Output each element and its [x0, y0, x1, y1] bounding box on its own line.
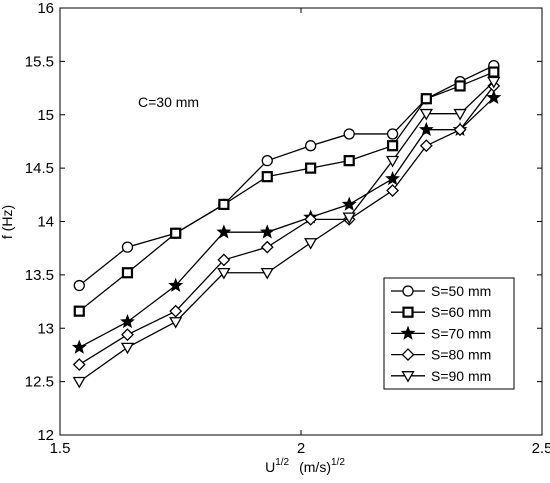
legend-label: S=50 mm	[431, 283, 491, 299]
data-point-triangle-down	[304, 238, 318, 250]
data-point-triangle-down	[385, 155, 400, 168]
x-tick-label: 1.5	[50, 440, 71, 457]
data-point-square	[261, 171, 273, 183]
y-tick-label: 14	[37, 214, 54, 231]
y-tick-label: 13	[37, 320, 54, 337]
data-point-triangle-down	[120, 342, 135, 355]
data-point-square	[343, 155, 355, 167]
legend-label: S=60 mm	[431, 304, 491, 320]
data-point-triangle-down	[487, 76, 501, 89]
data-point-star	[486, 89, 502, 104]
data-point-star	[400, 325, 416, 340]
legend-label: S=80 mm	[431, 347, 491, 363]
y-tick-label: 12	[37, 427, 54, 444]
data-point-circle	[304, 140, 317, 152]
data-point-square	[170, 227, 182, 239]
data-point-diamond	[453, 123, 467, 137]
ticks: 1.5 2 2.5 12 12.5 13 13.5 14 14.5 15 15.5 16	[25, 0, 550, 457]
x-label-unit: (m/s)	[299, 459, 331, 475]
data-point-star	[418, 121, 434, 136]
data-point-diamond	[419, 139, 433, 153]
data-point-square	[454, 80, 466, 92]
data-point-circle	[121, 241, 134, 253]
x-label-unit-sup: 1/2	[331, 457, 345, 468]
data-point-triangle-down	[453, 108, 467, 121]
y-tick-label: 13.5	[25, 267, 54, 284]
data-point-diamond	[217, 253, 231, 267]
data-point-square	[386, 140, 399, 152]
data-point-triangle-down	[217, 267, 231, 280]
data-point-diamond	[304, 212, 318, 226]
data-point-triangle-down	[169, 317, 183, 329]
data-point-diamond	[72, 358, 86, 371]
data-point-triangle-down	[419, 108, 433, 121]
data-point-square	[402, 306, 414, 318]
data-point-diamond	[260, 240, 274, 254]
series-triangle-down	[72, 76, 501, 389]
x-label-base: U	[265, 459, 275, 475]
data-point-star	[168, 277, 184, 292]
legend-entry: S=50 mm	[391, 283, 491, 299]
data-point-square	[73, 305, 85, 317]
data-point-circle	[402, 285, 414, 297]
legend-entry: S=70 mm	[391, 325, 491, 341]
data-point-square	[121, 267, 134, 279]
legend-label: S=70 mm	[431, 325, 491, 341]
data-point-diamond	[401, 348, 415, 362]
series-layer	[71, 59, 502, 389]
annotation-text: C=30 mm	[138, 94, 199, 110]
data-point-diamond	[169, 304, 183, 318]
data-point-square	[305, 162, 317, 174]
y-tick-label: 15	[37, 107, 54, 124]
data-point-square	[218, 198, 230, 211]
legend-entry: S=80 mm	[391, 347, 491, 363]
legend: S=50 mm S=60 mm S=70 mm S=80 mm S=90 mm	[383, 277, 515, 390]
x-label-sup: 1/2	[275, 457, 289, 468]
data-point-square	[488, 66, 500, 78]
data-point-square	[420, 93, 432, 105]
data-point-star	[120, 314, 135, 329]
data-point-circle	[73, 279, 85, 292]
x-tick-label: 2	[297, 440, 305, 457]
series-square	[73, 66, 500, 317]
data-point-circle	[386, 128, 399, 140]
data-point-circle	[261, 155, 273, 167]
data-point-diamond	[121, 328, 134, 342]
data-point-star	[216, 224, 232, 239]
data-point-star	[385, 171, 400, 186]
legend-label: S=90 mm	[431, 368, 491, 384]
y-axis-label: f (Hz)	[0, 205, 15, 239]
y-tick-label: 14.5	[25, 160, 54, 177]
y-tick-label: 15.5	[25, 53, 54, 70]
data-point-triangle-down	[342, 212, 356, 225]
y-tick-label: 16	[37, 0, 54, 17]
data-point-triangle-down	[72, 376, 86, 389]
data-point-triangle-down	[401, 371, 415, 383]
data-point-triangle-down	[260, 267, 274, 280]
legend-entries: S=50 mm S=60 mm S=70 mm S=80 mm S=90 mm	[391, 283, 491, 384]
data-point-star	[259, 224, 275, 239]
data-point-diamond	[386, 184, 399, 197]
data-point-circle	[343, 128, 355, 140]
legend-entry: S=90 mm	[391, 368, 491, 384]
x-axis-label: U1/2 (m/s)1/2	[265, 457, 345, 475]
data-point-star	[71, 339, 87, 354]
legend-entry: S=60 mm	[391, 304, 491, 320]
data-point-star	[341, 196, 357, 211]
x-tick-label: 2.5	[532, 440, 550, 457]
y-tick-label: 12.5	[25, 374, 54, 391]
